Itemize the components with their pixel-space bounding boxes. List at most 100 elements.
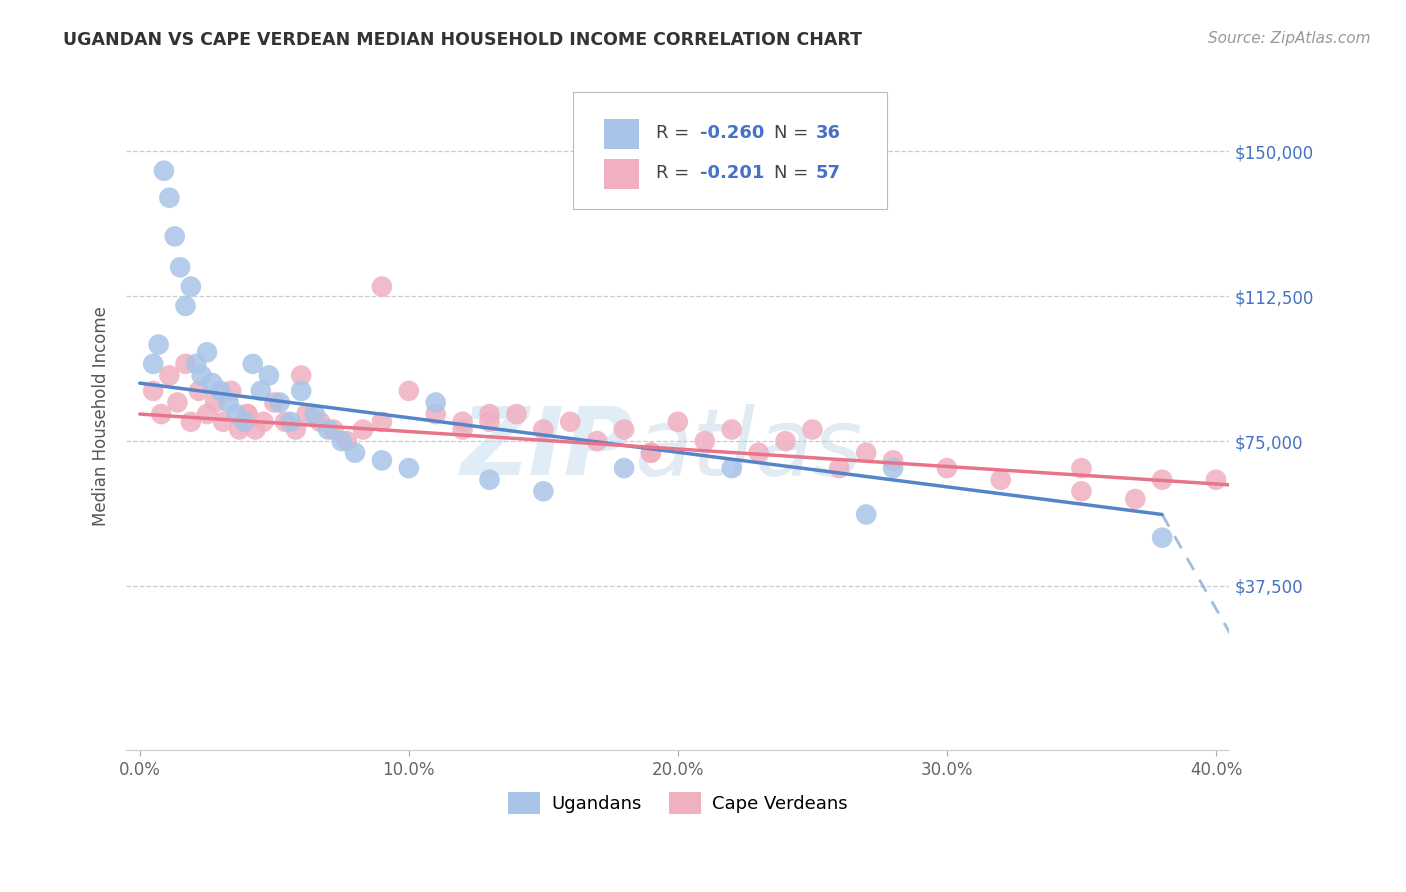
Point: [257, 368, 280, 383]
Point: [613, 461, 636, 475]
Point: [148, 337, 170, 351]
Point: [1232, 577, 1254, 591]
Point: [1152, 473, 1174, 487]
FancyBboxPatch shape: [605, 159, 640, 189]
Point: [201, 376, 224, 391]
Point: [142, 357, 165, 371]
Text: ZIP: ZIP: [461, 403, 634, 495]
Point: [371, 415, 394, 429]
Point: [855, 445, 877, 459]
Point: [309, 415, 332, 429]
Point: [236, 407, 259, 421]
Point: [180, 415, 202, 429]
Point: [398, 384, 420, 398]
Point: [204, 395, 226, 409]
Point: [186, 357, 208, 371]
Point: [209, 384, 232, 398]
Point: [935, 461, 957, 475]
Point: [142, 384, 165, 398]
Point: [531, 484, 554, 499]
Point: [882, 461, 904, 475]
Point: [195, 345, 218, 359]
Point: [225, 407, 247, 421]
Point: [316, 423, 339, 437]
Point: [190, 368, 212, 383]
Point: [613, 423, 636, 437]
Point: [990, 473, 1012, 487]
Point: [343, 445, 366, 459]
Point: [586, 434, 609, 449]
Point: [371, 453, 394, 467]
Point: [1123, 491, 1146, 506]
Point: [640, 445, 662, 459]
Point: [218, 395, 240, 409]
Text: -0.260: -0.260: [700, 124, 765, 143]
Point: [505, 407, 527, 421]
Point: [166, 395, 188, 409]
Point: [274, 415, 297, 429]
Point: [157, 368, 180, 383]
Legend: Ugandans, Cape Verdeans: Ugandans, Cape Verdeans: [501, 785, 855, 822]
Point: [371, 279, 394, 293]
Point: [882, 453, 904, 467]
Point: [187, 384, 209, 398]
Point: [1070, 484, 1092, 499]
Point: [150, 407, 173, 421]
Point: [195, 407, 218, 421]
Point: [1205, 473, 1227, 487]
Point: [245, 423, 267, 437]
Point: [336, 434, 359, 449]
Point: [330, 434, 353, 449]
Point: [280, 415, 302, 429]
Point: [828, 461, 851, 475]
Point: [252, 415, 274, 429]
Point: [322, 423, 344, 437]
Point: [1070, 461, 1092, 475]
Point: [425, 395, 447, 409]
Point: [720, 423, 742, 437]
Point: [174, 299, 197, 313]
Point: [163, 229, 186, 244]
Point: [1152, 531, 1174, 545]
Text: R =: R =: [655, 124, 695, 143]
FancyBboxPatch shape: [605, 119, 640, 149]
Point: [242, 357, 264, 371]
Point: [174, 357, 197, 371]
Text: N =: N =: [773, 124, 814, 143]
Text: N =: N =: [773, 164, 814, 183]
Text: 36: 36: [815, 124, 841, 143]
Text: 57: 57: [815, 164, 841, 183]
Y-axis label: Median Household Income: Median Household Income: [93, 306, 110, 526]
Point: [666, 415, 689, 429]
Point: [157, 191, 180, 205]
Point: [263, 395, 285, 409]
Point: [250, 384, 273, 398]
Text: -0.201: -0.201: [700, 164, 765, 183]
Point: [290, 384, 312, 398]
Point: [478, 407, 501, 421]
Point: [451, 415, 474, 429]
Point: [295, 407, 318, 421]
Point: [169, 260, 191, 275]
Point: [219, 384, 242, 398]
Point: [720, 461, 742, 475]
Point: [290, 368, 312, 383]
Point: [233, 415, 256, 429]
Point: [304, 407, 326, 421]
Point: [153, 163, 176, 178]
FancyBboxPatch shape: [574, 92, 887, 209]
Point: [236, 407, 259, 421]
Point: [855, 508, 877, 522]
Point: [560, 415, 582, 429]
Point: [775, 434, 797, 449]
Point: [451, 423, 474, 437]
Point: [478, 415, 501, 429]
Text: UGANDAN VS CAPE VERDEAN MEDIAN HOUSEHOLD INCOME CORRELATION CHART: UGANDAN VS CAPE VERDEAN MEDIAN HOUSEHOLD…: [63, 31, 862, 49]
Point: [748, 445, 770, 459]
Point: [284, 423, 307, 437]
Text: Source: ZipAtlas.com: Source: ZipAtlas.com: [1208, 31, 1371, 46]
Point: [693, 434, 716, 449]
Point: [212, 415, 235, 429]
Text: atlas: atlas: [634, 404, 862, 495]
Point: [531, 423, 554, 437]
